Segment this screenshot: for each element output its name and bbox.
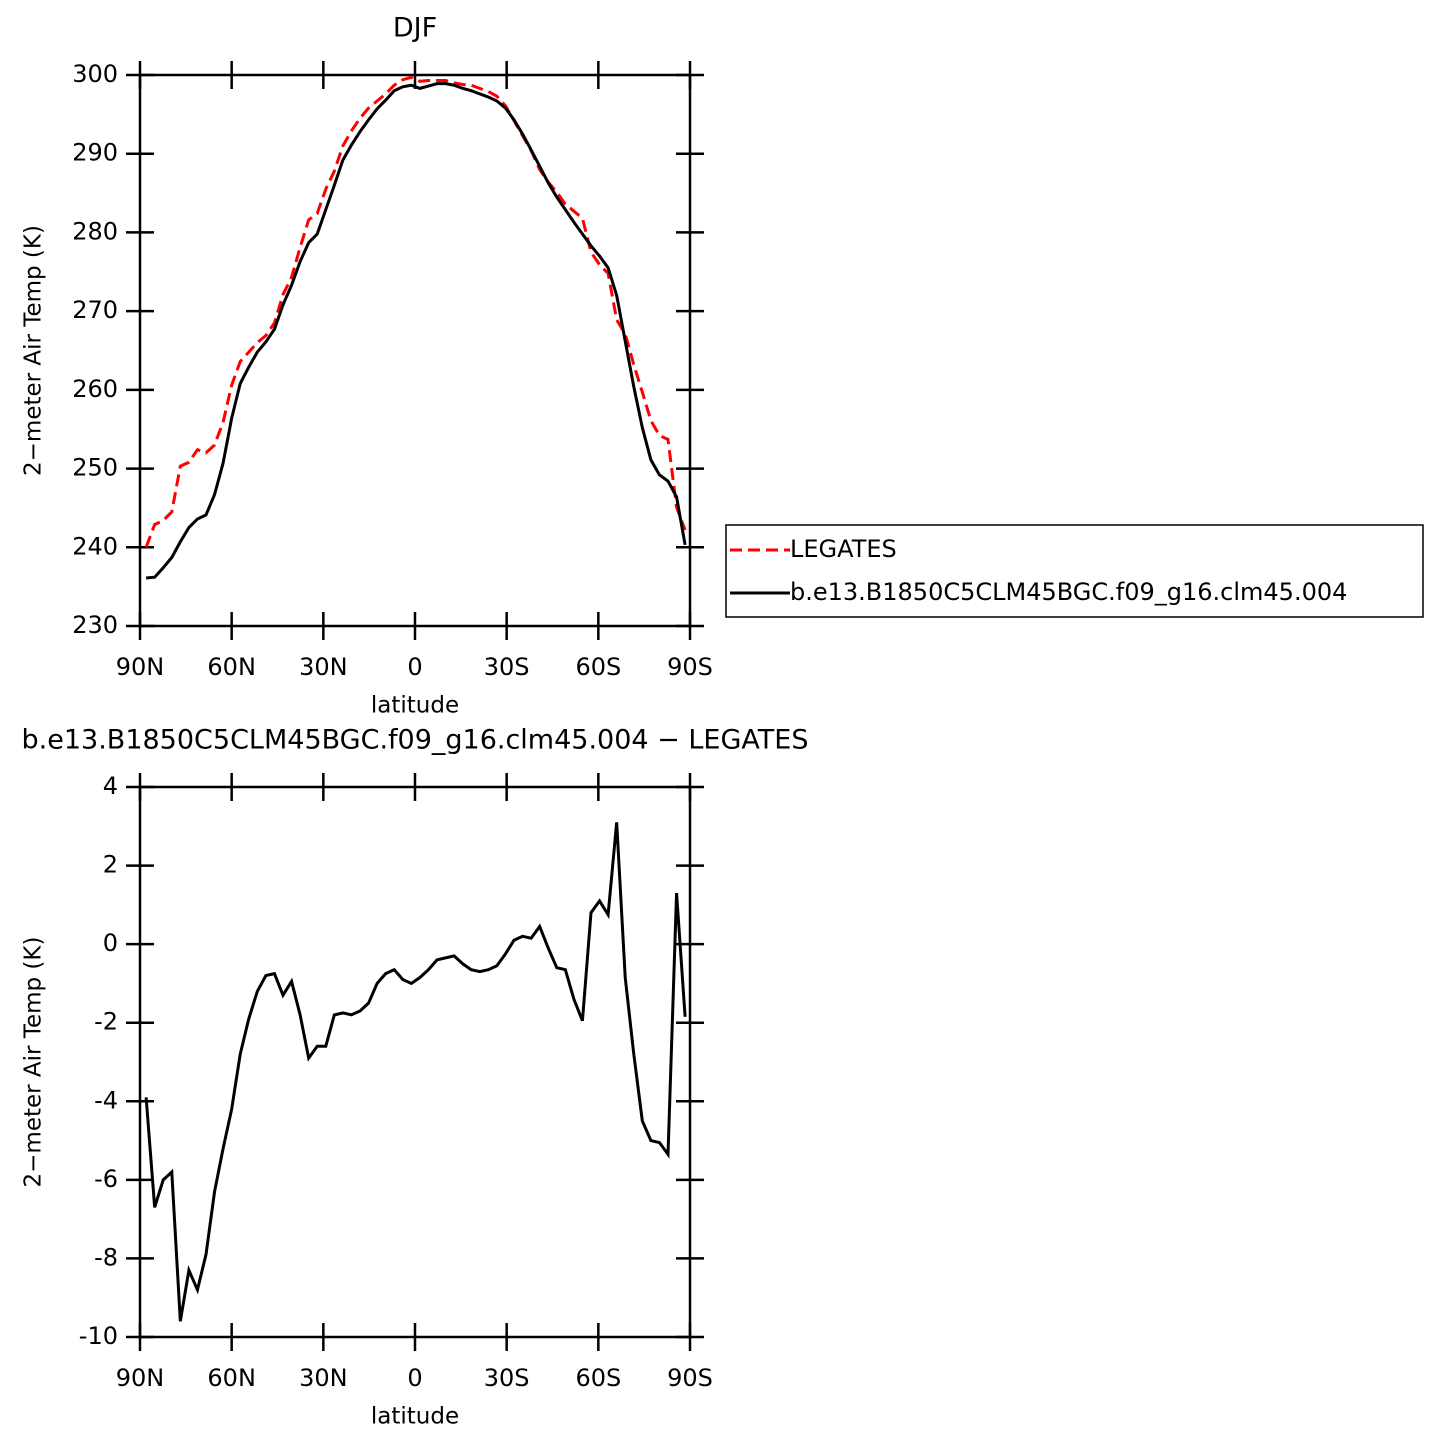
x-tick-label: 60N [207, 653, 256, 681]
chart-title: DJF [393, 13, 437, 44]
y-tick-label: 280 [72, 217, 118, 245]
chart-title: b.e13.B1850C5CLM45BGC.f09_g16.clm45.004 … [22, 725, 809, 756]
y-tick-label: 300 [72, 60, 118, 88]
x-tick-label: 90S [667, 1364, 713, 1392]
y-tick-label: 4 [103, 772, 118, 800]
x-axis-label: latitude [371, 693, 459, 719]
x-tick-label: 60S [575, 1364, 621, 1392]
data-line [145, 82, 687, 580]
y-tick-label: -2 [94, 1008, 118, 1036]
x-tick-label: 60S [575, 653, 621, 681]
legend-label: LEGATES [790, 535, 897, 563]
x-tick-label: 90S [667, 653, 713, 681]
y-tick-label: 270 [72, 296, 118, 324]
x-tick-label: 30N [299, 1364, 348, 1392]
y-tick-label: 260 [72, 375, 118, 403]
y-axis-label: 2−meter Air Temp (K) [21, 225, 47, 476]
y-tick-label: 250 [72, 454, 118, 482]
y-tick-label: 240 [72, 532, 118, 560]
y-tick-label: -10 [79, 1322, 118, 1350]
x-tick-label: 90N [116, 653, 165, 681]
x-tick-label: 0 [407, 653, 422, 681]
x-tick-label: 90N [116, 1364, 165, 1392]
y-tick-label: 230 [72, 611, 118, 639]
y-tick-label: 0 [103, 929, 118, 957]
data-line [144, 822, 687, 1322]
legend-box [725, 524, 1424, 618]
y-tick-label: -8 [94, 1243, 118, 1271]
x-tick-label: 30S [484, 653, 530, 681]
plot-frame [138, 73, 692, 628]
x-tick-label: 60N [207, 1364, 256, 1392]
y-tick-label: 2 [103, 851, 118, 879]
y-tick-label: -6 [94, 1165, 118, 1193]
y-tick-label: 290 [72, 139, 118, 167]
x-axis-label: latitude [371, 1404, 459, 1430]
x-tick-label: 30S [484, 1364, 530, 1392]
legend-label: b.e13.B1850C5CLM45BGC.f09_g16.clm45.004 [790, 578, 1347, 606]
y-tick-label: -4 [94, 1086, 118, 1114]
x-tick-label: 30N [299, 653, 348, 681]
y-axis-label: 2−meter Air Temp (K) [21, 937, 47, 1188]
data-line [144, 75, 687, 548]
x-tick-label: 0 [407, 1364, 422, 1392]
plot-frame [138, 785, 692, 1339]
